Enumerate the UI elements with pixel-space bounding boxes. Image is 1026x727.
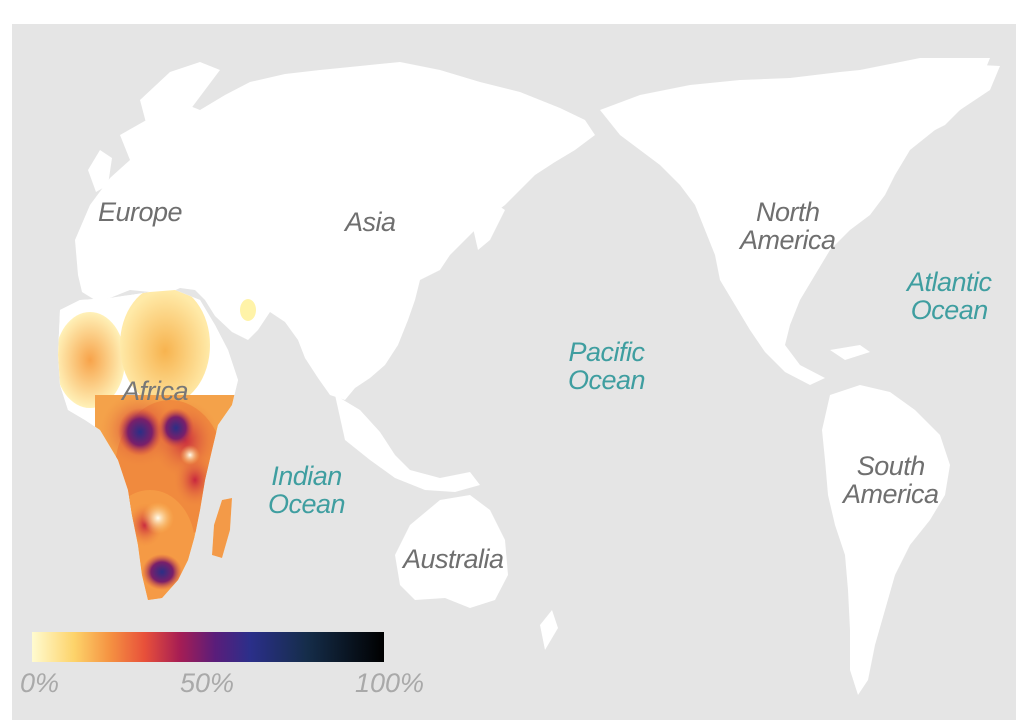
label-north-america-line1: North xyxy=(740,198,836,226)
label-pacific-ocean-line1: Pacific xyxy=(568,338,645,366)
label-south-america-line2: America xyxy=(843,480,939,508)
southeast-asia-landmass xyxy=(335,395,480,492)
label-australia: Australia xyxy=(403,545,504,573)
label-north-america-line2: America xyxy=(740,226,836,254)
legend-colorbar xyxy=(32,632,384,662)
label-indian-ocean: Indian Ocean xyxy=(268,462,345,519)
label-atlantic-ocean-line1: Atlantic xyxy=(907,268,992,296)
label-north-america: North America xyxy=(740,198,836,255)
legend-tick-100: 100% xyxy=(355,668,424,699)
label-south-america: South America xyxy=(843,452,939,509)
africa-heat-overlay xyxy=(55,285,256,610)
label-indian-ocean-line2: Ocean xyxy=(268,490,345,518)
label-africa: Africa xyxy=(122,377,188,405)
label-asia: Asia xyxy=(345,208,396,236)
label-atlantic-ocean-line2: Ocean xyxy=(907,296,992,324)
label-pacific-ocean: Pacific Ocean xyxy=(568,338,645,395)
legend-tick-0: 0% xyxy=(20,668,59,699)
label-pacific-ocean-line2: Ocean xyxy=(568,366,645,394)
label-south-america-line1: South xyxy=(843,452,939,480)
new-zealand-landmass xyxy=(540,610,558,650)
label-indian-ocean-line1: Indian xyxy=(268,462,345,490)
label-atlantic-ocean: Atlantic Ocean xyxy=(907,268,992,325)
legend-gradient-bar xyxy=(32,632,384,662)
label-europe: Europe xyxy=(98,198,182,226)
caribbean-landmass xyxy=(830,345,870,360)
legend-tick-50: 50% xyxy=(180,668,234,699)
south-america-landmass xyxy=(822,385,950,695)
